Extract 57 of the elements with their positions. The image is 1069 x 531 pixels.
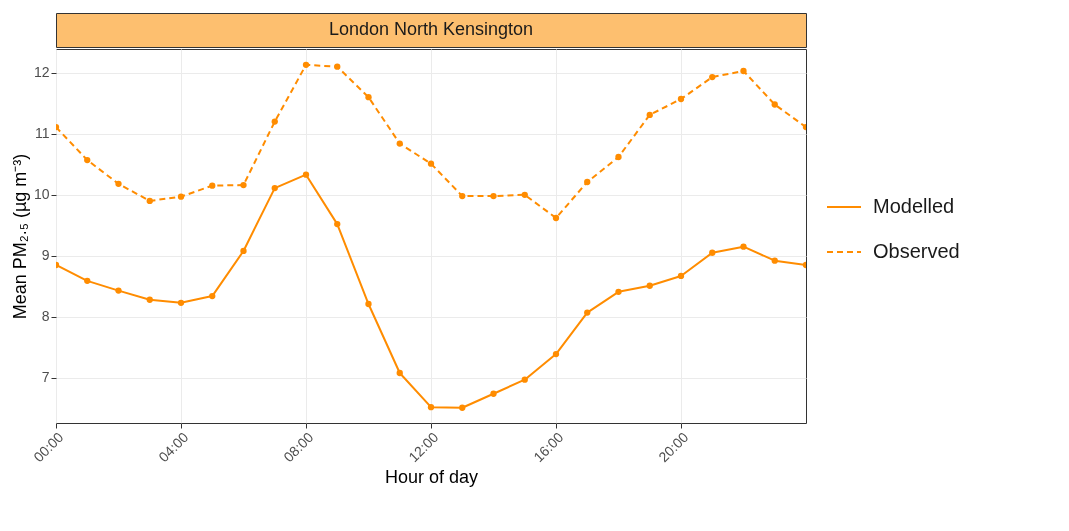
point: [646, 282, 653, 289]
point: [209, 182, 216, 189]
point: [209, 292, 216, 300]
y-tick-label: 10: [33, 186, 50, 203]
point: [615, 288, 622, 295]
point: [709, 73, 716, 81]
point: [365, 94, 372, 101]
point: [115, 180, 122, 187]
point: [584, 178, 591, 186]
point: [615, 153, 622, 161]
point: [490, 192, 497, 200]
point: [396, 369, 403, 377]
point: [740, 67, 747, 75]
point: [677, 95, 685, 103]
point: [146, 197, 153, 205]
point: [115, 287, 122, 294]
point: [521, 191, 528, 198]
point: [459, 404, 466, 411]
y-tick-label: 7: [41, 369, 50, 386]
y-axis-title: Mean PM₂.₅ (µg m⁻³): [9, 153, 30, 320]
point: [490, 390, 497, 397]
y-tick-label: 11: [34, 125, 50, 142]
point: [302, 171, 310, 178]
point: [365, 300, 372, 308]
legend-label: Observed: [873, 240, 960, 262]
point: [771, 101, 778, 108]
point: [240, 181, 247, 189]
point: [771, 257, 778, 264]
point: [427, 160, 435, 167]
point: [146, 296, 153, 303]
point: [84, 156, 91, 164]
point: [396, 140, 403, 147]
point: [709, 249, 716, 256]
y-tick-label: 9: [41, 247, 50, 264]
point: [427, 403, 435, 411]
point: [240, 247, 247, 255]
point: [521, 376, 528, 383]
y-tick-label: 12: [33, 64, 50, 81]
point: [740, 243, 747, 250]
point: [552, 214, 560, 222]
point: [459, 192, 466, 200]
chart-title: London North Kensington: [328, 19, 534, 39]
point: [271, 118, 278, 125]
point: [302, 61, 310, 69]
point: [646, 111, 653, 119]
point: [677, 272, 685, 280]
point: [84, 277, 91, 284]
legend-label: Modelled: [873, 195, 955, 217]
point: [177, 193, 185, 200]
point: [177, 299, 185, 306]
point: [271, 184, 278, 192]
point: [584, 309, 591, 316]
x-axis-title: Hour of day: [384, 467, 479, 488]
y-tick-label: 8: [41, 308, 50, 325]
point: [334, 63, 341, 70]
point: [334, 220, 341, 228]
point: [552, 350, 560, 358]
